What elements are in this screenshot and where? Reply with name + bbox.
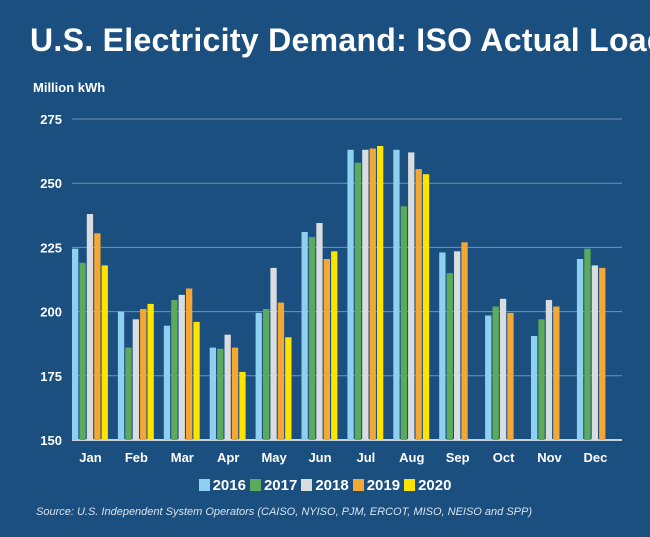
bar-2018-may xyxy=(270,267,277,440)
bar-2020-feb xyxy=(147,303,154,440)
y-tick-label: 275 xyxy=(40,112,62,127)
x-tick-label: Feb xyxy=(125,450,148,465)
x-tick-label: Apr xyxy=(217,450,239,465)
bar-2018-oct xyxy=(499,298,507,440)
legend-swatch xyxy=(352,479,364,491)
x-tick-label: Oct xyxy=(493,450,515,465)
bar-2020-mar xyxy=(193,321,200,440)
bar-2017-sep xyxy=(446,273,453,440)
bar-2019-dec xyxy=(599,267,606,440)
legend-swatch xyxy=(404,479,416,491)
bar-2020-jan xyxy=(101,265,108,440)
legend: 2016 2017 2018 2019 2020 xyxy=(0,477,650,494)
bar-2019-apr xyxy=(231,347,239,440)
bar-2017-jan xyxy=(79,262,86,440)
x-tick-label: May xyxy=(261,450,287,465)
bar-2018-dec xyxy=(591,265,598,440)
bar-2019-jun xyxy=(323,259,330,440)
legend-item-2020: 2020 xyxy=(404,477,451,494)
y-tick-label: 175 xyxy=(40,369,62,384)
x-tick-label: Jan xyxy=(79,450,101,465)
bar-2019-aug xyxy=(415,169,422,440)
bar-2019-oct xyxy=(507,312,514,440)
bar-2018-jul xyxy=(362,149,369,441)
bar-2017-nov xyxy=(538,319,545,440)
bar-2017-apr xyxy=(217,348,224,440)
bar-2018-jun xyxy=(316,223,323,440)
x-tick-label: Sep xyxy=(446,450,470,465)
bar-2016-sep xyxy=(439,252,446,440)
bar-2018-apr xyxy=(224,334,231,440)
bar-2016-apr xyxy=(209,347,216,440)
legend-label: 2020 xyxy=(418,477,452,494)
bar-2018-mar xyxy=(178,294,185,440)
bar-2016-nov xyxy=(531,336,538,440)
bar-2017-jun xyxy=(308,237,316,440)
bar-2016-mar xyxy=(163,325,171,440)
bar-2016-jul xyxy=(347,149,354,441)
bar-2016-jun xyxy=(301,232,308,440)
legend-label: 2018 xyxy=(315,477,349,494)
y-tick-label: 200 xyxy=(40,305,62,320)
legend-item-2017: 2017 xyxy=(249,477,298,494)
bar-2019-sep xyxy=(461,242,468,440)
legend-swatch xyxy=(198,479,210,491)
bar-2017-jul xyxy=(354,162,362,440)
x-tick-label: Jun xyxy=(308,450,331,465)
legend-label: 2017 xyxy=(263,477,298,494)
x-tick-label: Aug xyxy=(399,450,424,465)
x-tick-label: Mar xyxy=(171,450,194,465)
bar-2017-feb xyxy=(125,347,132,440)
legend-item-2019: 2019 xyxy=(352,477,401,494)
bar-2019-jan xyxy=(94,233,101,440)
bar-2019-may xyxy=(277,302,285,440)
bar-2017-may xyxy=(263,309,270,440)
y-tick-label: 250 xyxy=(40,176,62,191)
x-tick-label: Dec xyxy=(583,450,607,465)
bar-2018-nov xyxy=(545,300,553,440)
bar-2018-feb xyxy=(132,319,139,440)
bar-2019-nov xyxy=(553,306,560,440)
bar-2016-oct xyxy=(485,315,492,440)
bar-2020-jul xyxy=(377,146,384,440)
legend-label: 2016 xyxy=(212,477,246,494)
y-tick-label: 150 xyxy=(40,433,62,448)
bar-2016-dec xyxy=(576,259,584,440)
bar-2020-may xyxy=(285,337,292,440)
chart-title: U.S. Electricity Demand: ISO Actual Load xyxy=(30,22,650,58)
x-tick-label: Jul xyxy=(357,450,376,465)
legend-swatch xyxy=(301,479,313,491)
bar-2018-jan xyxy=(86,214,94,440)
bar-2017-oct xyxy=(492,306,499,440)
source-note: Source: U.S. Independent System Operator… xyxy=(36,506,532,518)
x-tick-label: Nov xyxy=(537,450,562,465)
bar-chart: 150 175 200 225 250 275 Jan Feb Mar Apr May Jun Jul A… xyxy=(40,112,622,465)
bar-2020-aug xyxy=(422,174,430,440)
bar-2016-may xyxy=(255,312,262,440)
bar-2019-mar xyxy=(186,288,193,440)
legend-item-2018: 2018 xyxy=(301,477,349,494)
bar-2017-mar xyxy=(171,300,178,440)
legend-swatch xyxy=(249,479,261,491)
bar-2016-feb xyxy=(117,311,125,440)
bar-2019-jul xyxy=(369,148,376,440)
bar-2019-feb xyxy=(140,309,147,440)
y-tick-label: 225 xyxy=(40,240,62,255)
bar-2018-sep xyxy=(454,251,461,440)
bar-2018-aug xyxy=(408,152,415,440)
bar-2016-aug xyxy=(393,149,400,441)
bar-2017-aug xyxy=(400,206,407,440)
legend-item-2016: 2016 xyxy=(198,477,246,494)
legend-label: 2019 xyxy=(366,477,401,494)
bar-2016-jan xyxy=(72,248,79,440)
bar-2020-jun xyxy=(331,251,338,440)
bar-2020-apr xyxy=(239,371,246,440)
y-axis-unit-label: Million kWh xyxy=(33,80,106,95)
bar-2017-dec xyxy=(584,248,591,440)
